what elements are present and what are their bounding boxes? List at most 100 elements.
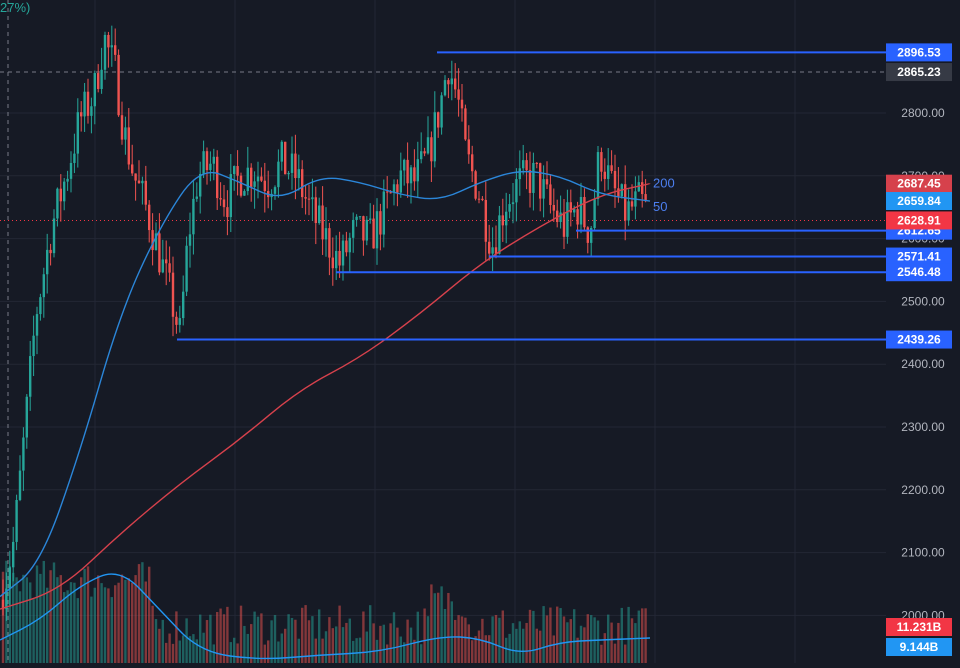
volume-bar	[46, 587, 49, 663]
volume-bar	[188, 636, 192, 663]
volume-bar	[518, 621, 521, 663]
volume-bar	[1, 571, 5, 663]
volume-bar	[627, 606, 630, 663]
candle-body	[460, 99, 464, 109]
volume-bar	[22, 574, 25, 663]
candle-body	[607, 165, 610, 179]
volume-bar	[369, 605, 372, 663]
volume-bar	[35, 565, 39, 663]
volume-bar	[467, 624, 470, 663]
candle-body	[644, 194, 647, 202]
candle-body	[35, 314, 39, 336]
volume-bar	[358, 637, 362, 663]
candle-body	[484, 199, 487, 242]
candle-body	[369, 218, 372, 220]
volume-bar	[488, 635, 491, 663]
candle-body	[630, 201, 634, 207]
candle-body	[556, 210, 559, 222]
volume-bar	[440, 586, 443, 663]
volume-bar	[161, 619, 164, 663]
candle-body	[593, 199, 596, 228]
volume-bar	[8, 566, 11, 663]
volume-bar	[212, 644, 215, 663]
candle-body	[100, 69, 103, 89]
candle-body	[12, 541, 15, 568]
volume-bar	[182, 635, 185, 663]
candle-body	[576, 209, 579, 225]
candle-body	[107, 34, 110, 48]
volume-bar	[573, 609, 576, 663]
price-tick-label: 2200.00	[901, 483, 945, 497]
candle-body	[195, 196, 198, 199]
candle-body	[494, 247, 498, 254]
ma-50-label: 50	[653, 199, 667, 214]
volume-bar	[233, 637, 236, 663]
candle-body	[304, 197, 307, 199]
candle-body	[124, 127, 127, 140]
volume-bar	[494, 614, 498, 663]
candle-body	[280, 141, 283, 162]
volume-bar	[576, 637, 579, 663]
candle-body	[49, 249, 52, 254]
volume-bar	[137, 564, 141, 663]
volume-bar	[263, 644, 266, 663]
volume-bar	[539, 630, 542, 663]
candle-body	[216, 156, 219, 199]
volume-bar	[630, 618, 634, 663]
candle-body	[301, 169, 304, 198]
candle-body	[76, 112, 79, 154]
candle-body	[219, 198, 222, 200]
candle-body	[314, 197, 317, 224]
candle-body	[185, 245, 188, 292]
volume-bar	[25, 577, 28, 663]
ma-50-tag-bg	[886, 192, 952, 211]
candle-body	[358, 216, 362, 218]
volume-bar	[29, 582, 32, 663]
candle-body	[15, 499, 18, 542]
candle-body	[443, 80, 447, 96]
volume-ma-line	[0, 573, 651, 660]
volume-bar	[301, 607, 304, 663]
volume-bar	[318, 609, 321, 663]
candle-body	[8, 567, 11, 589]
volume-bar	[365, 631, 368, 663]
volume-bar	[18, 591, 22, 663]
candle-body	[175, 316, 178, 325]
volume-bar	[260, 613, 263, 663]
level-tag: 2439.26	[897, 333, 941, 347]
candle-body	[103, 34, 107, 70]
volume-bar	[454, 619, 457, 663]
candle-body	[212, 156, 215, 164]
volume-bar	[348, 618, 351, 663]
volume-bars	[1, 560, 647, 663]
candle-body	[148, 204, 151, 231]
candle-body	[110, 45, 113, 48]
candle-body	[566, 202, 569, 237]
volume-bar	[549, 607, 552, 663]
volume-bar	[484, 635, 487, 663]
volume-bar	[396, 627, 399, 663]
volume-bar	[120, 574, 124, 663]
volume-bar	[12, 572, 15, 663]
candle-body	[273, 187, 277, 194]
candle-body	[134, 173, 137, 181]
volume-bar	[399, 636, 402, 663]
volume-bar	[617, 622, 620, 663]
volume-bar	[124, 579, 127, 663]
candle-body	[433, 112, 436, 162]
candle-body	[549, 184, 552, 205]
volume-bar	[409, 627, 413, 663]
candle-body	[290, 153, 294, 173]
volume-bar	[522, 628, 525, 663]
volume-bar	[127, 578, 130, 663]
volume-bar	[63, 592, 66, 663]
candle-body	[287, 172, 290, 175]
candle-body	[114, 45, 117, 55]
candle-body	[413, 167, 416, 182]
candle-body	[355, 216, 358, 220]
candle-body	[18, 470, 22, 500]
volume-bar	[304, 605, 307, 663]
candle-body	[498, 215, 501, 254]
